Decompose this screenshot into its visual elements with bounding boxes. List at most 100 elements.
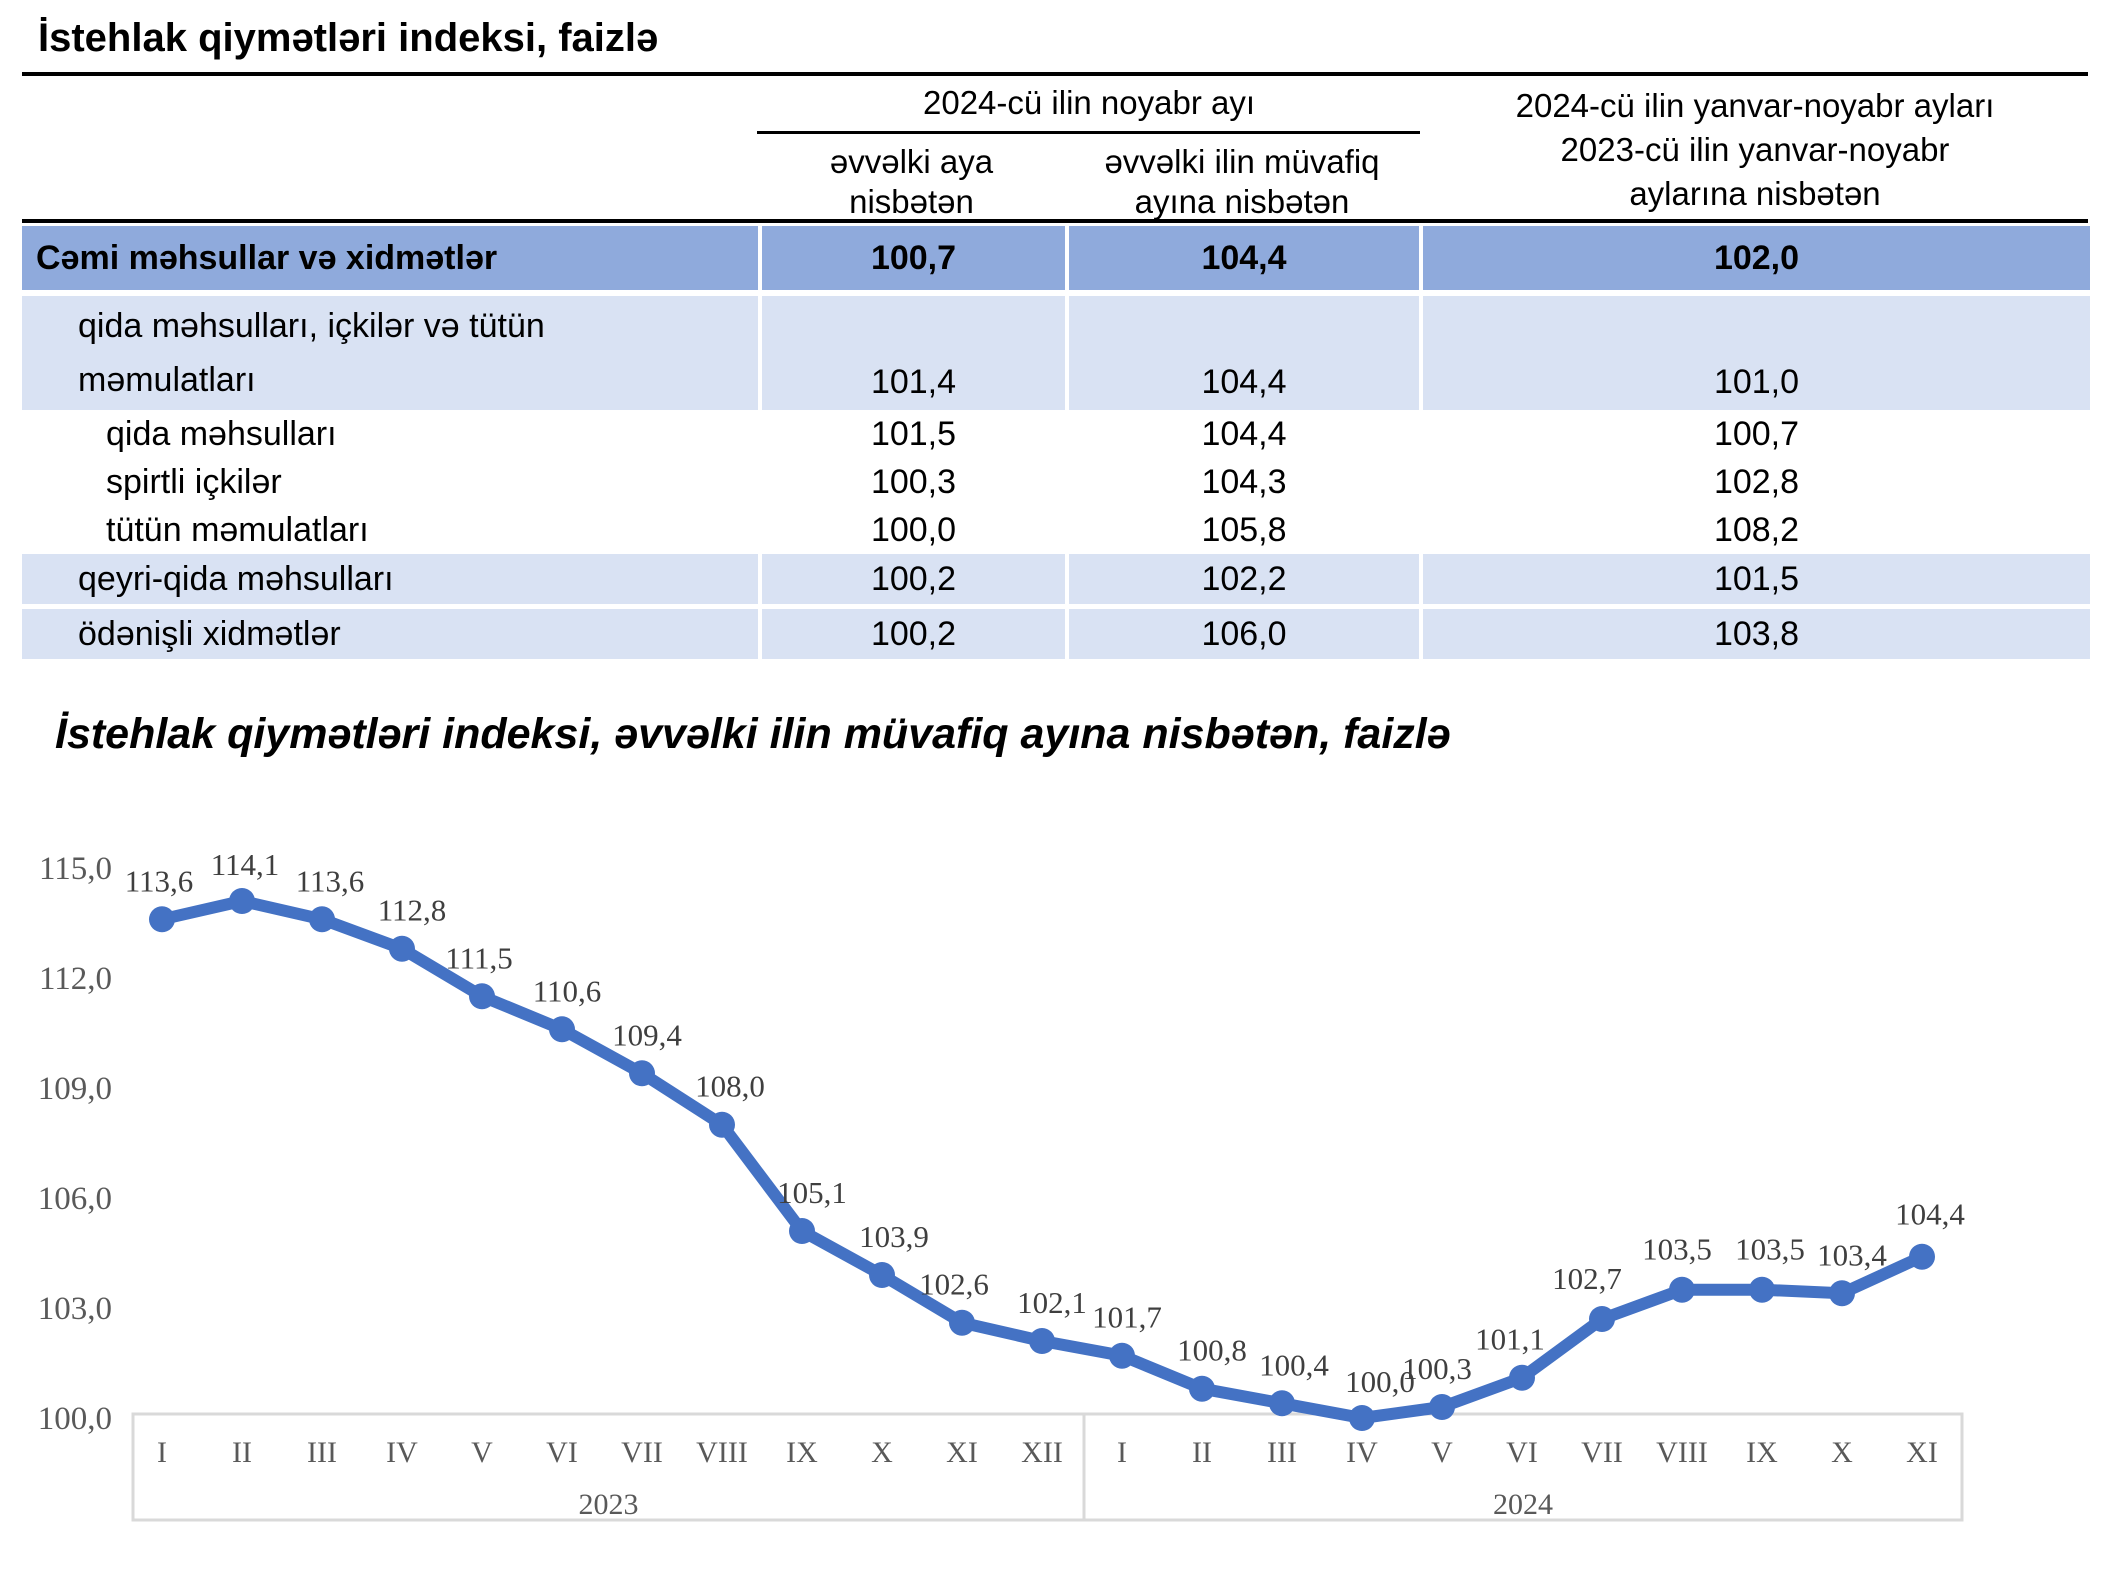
data-point-marker (709, 1111, 735, 1138)
x-axis-month-label: II (1192, 1436, 1212, 1469)
row-value: 104,4 (1065, 410, 1419, 458)
data-point-marker (1509, 1364, 1535, 1391)
row-label: tütün məmulatları (106, 510, 369, 549)
data-point-marker (1109, 1342, 1135, 1369)
col4-header-line1: 2024-cü ilin yanvar-noyabr ayları (1515, 87, 1995, 124)
row-label: qeyri-qida məhsulları (78, 559, 394, 598)
data-point-label: 103,9 (859, 1219, 929, 1254)
data-point-label: 103,5 (1735, 1232, 1805, 1267)
row-value: 105,8 (1065, 506, 1419, 554)
data-point-marker (1349, 1405, 1375, 1431)
row-value: 106,0 (1065, 609, 1419, 659)
data-point-marker (629, 1060, 655, 1087)
data-point-label: 111,5 (445, 940, 512, 975)
x-axis-month-label: I (1117, 1436, 1127, 1469)
row-value: 104,4 (1065, 226, 1419, 290)
data-point-label: 102,1 (1017, 1285, 1087, 1320)
data-point-marker (1669, 1276, 1695, 1303)
data-point-marker (1189, 1375, 1215, 1402)
row-value: 100,2 (758, 554, 1065, 604)
row-value: 102,0 (1419, 226, 2090, 290)
row-value: 100,2 (758, 609, 1065, 659)
row-value: 102,8 (1419, 458, 2090, 506)
col3-header-line2: ayına nisbətən (1134, 183, 1350, 220)
header-separator-line (22, 219, 2088, 223)
x-axis-month-label: I (157, 1436, 167, 1469)
x-axis-month-label: VIII (1656, 1436, 1708, 1469)
data-point-marker (1909, 1243, 1935, 1270)
x-axis-month-label: IV (386, 1436, 418, 1469)
x-axis-month-label: XI (1906, 1436, 1938, 1469)
data-point-label: 100,4 (1259, 1347, 1329, 1382)
row-value: 100,7 (1419, 410, 2090, 458)
data-point-label: 101,7 (1092, 1300, 1162, 1335)
data-point-label: 100,0 (1345, 1364, 1415, 1399)
x-axis-month-label: V (1431, 1436, 1453, 1469)
table-title: İstehlak qiymətləri indeksi, faizlə (38, 16, 659, 60)
x-axis-month-label: VII (621, 1436, 663, 1469)
data-point-marker (1029, 1328, 1055, 1354)
data-point-label: 104,4 (1895, 1197, 1965, 1232)
data-point-marker (789, 1218, 815, 1244)
col2-header-line1: əvvəlki aya (829, 143, 994, 180)
data-point-marker (389, 935, 415, 962)
row-label: Cəmi məhsullar və xidmətlər (36, 238, 498, 277)
x-axis-month-label: IX (786, 1436, 818, 1469)
data-point-label: 110,6 (533, 973, 602, 1008)
row-label: ödənişli xidmətlər (78, 614, 341, 653)
data-point-label: 103,5 (1642, 1232, 1712, 1267)
col3-header-line1: əvvəlki ilin müvafiq (1104, 143, 1380, 180)
y-axis-tick-label: 106,0 (38, 1181, 112, 1217)
row-value: 104,4 (1065, 296, 1419, 410)
row-value: 101,5 (758, 410, 1065, 458)
x-axis-month-label: III (307, 1436, 337, 1469)
data-point-label: 108,0 (695, 1069, 765, 1104)
col2-header-line2: nisbətən (849, 183, 974, 220)
data-point-label: 102,7 (1552, 1261, 1622, 1296)
row-value: 108,2 (1419, 506, 2090, 554)
data-point-marker (869, 1262, 895, 1288)
col4-header-line3: aylarına nisbətən (1629, 175, 1881, 212)
x-axis-month-label: IX (1746, 1436, 1778, 1469)
y-axis-tick-label: 112,0 (39, 961, 112, 997)
table-row: qida məhsulları, içkilər və tütün məmula… (22, 296, 2090, 410)
table-row: ödənişli xidmətlər 100,2 106,0 103,8 (22, 609, 2090, 659)
data-point-marker (949, 1309, 975, 1336)
col3-header: əvvəlki ilin müvafiq ayına nisbətən (1065, 142, 1419, 222)
data-point-label: 114,1 (211, 847, 280, 882)
data-point-label: 100,3 (1402, 1351, 1472, 1386)
row-value: 104,3 (1065, 458, 1419, 506)
table-row: qeyri-qida məhsulları 100,2 102,2 101,5 (22, 554, 2090, 604)
data-point-marker (1269, 1390, 1295, 1417)
data-point-marker (229, 888, 255, 914)
row-value: 101,0 (1419, 296, 2090, 410)
x-axis-year-label: 2024 (1493, 1488, 1553, 1521)
row-value: 103,8 (1419, 609, 2090, 659)
y-axis-tick-label: 115,0 (39, 851, 112, 887)
x-axis-month-label: VI (1506, 1436, 1538, 1469)
data-point-label: 113,6 (125, 863, 194, 898)
row-label: qida məhsulları (106, 414, 337, 453)
title-underline (22, 72, 2088, 76)
data-point-label: 113,6 (296, 863, 365, 898)
x-axis-month-label: IV (1346, 1436, 1378, 1469)
data-point-marker (1749, 1276, 1775, 1303)
x-axis-year-label: 2023 (579, 1488, 639, 1521)
x-axis-month-label: III (1267, 1436, 1297, 1469)
y-axis-tick-label: 103,0 (38, 1291, 112, 1327)
x-axis-month-label: XII (1021, 1436, 1063, 1469)
row-value: 100,0 (758, 506, 1065, 554)
y-axis-tick-label: 100,0 (38, 1401, 112, 1437)
row-label: spirtli içkilər (106, 462, 282, 501)
data-point-label: 101,1 (1475, 1322, 1545, 1357)
x-axis-box (131, 1412, 1964, 1522)
col4-header-line2: 2023-cü ilin yanvar-noyabr (1560, 131, 1950, 168)
row-value: 102,2 (1065, 554, 1419, 604)
cpi-table: Cəmi məhsullar və xidmətlər 100,7 104,4 … (22, 226, 2090, 659)
data-point-marker (309, 906, 335, 933)
row-label-text: qida məhsulları, içkilər və tütün məmula… (78, 307, 545, 399)
table-row: tütün məmulatları 100,0 105,8 108,2 (22, 506, 2090, 554)
row-value: 101,5 (1419, 554, 2090, 604)
